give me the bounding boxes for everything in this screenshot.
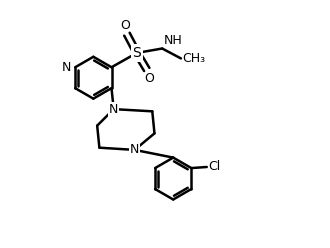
Text: N: N: [109, 103, 118, 116]
Text: NH: NH: [163, 34, 182, 47]
Text: S: S: [132, 46, 141, 60]
Text: Cl: Cl: [208, 160, 220, 174]
Text: N: N: [62, 61, 71, 74]
Text: O: O: [144, 72, 154, 85]
Text: O: O: [120, 19, 130, 32]
Text: CH₃: CH₃: [182, 52, 205, 65]
Text: N: N: [130, 143, 139, 156]
